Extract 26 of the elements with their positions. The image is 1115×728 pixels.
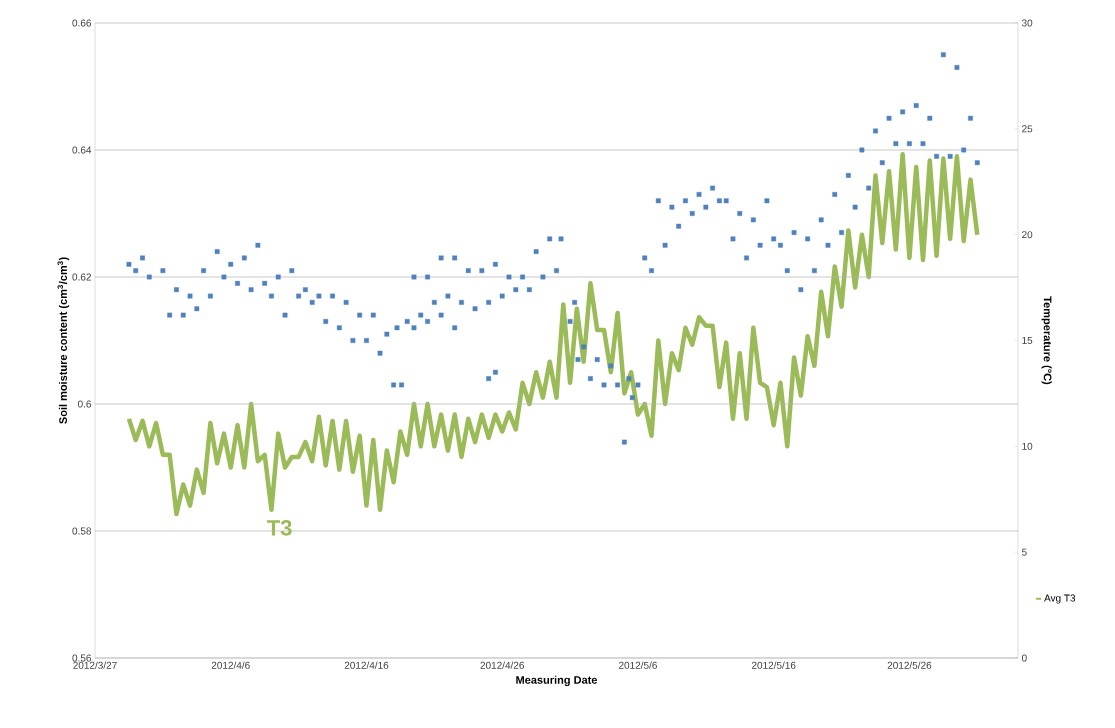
y2-axis-title: Temperature (°C) (1041, 296, 1052, 385)
y2-tick-label: 10 (1022, 442, 1033, 450)
y-tick-label: 0.64 (72, 146, 92, 154)
y2-tick-label: 0 (1021, 654, 1027, 662)
x-tick-label: 2012/4/6 (211, 661, 250, 669)
y2-tick-label: 20 (1022, 231, 1033, 239)
line-series (126, 151, 980, 517)
x-axis-title: Measuring Date (516, 675, 598, 687)
x-tick-label: 2012/5/6 (618, 661, 657, 669)
legend-label: Avg T3 (1044, 594, 1076, 604)
x-tick-label: 2012/4/16 (344, 661, 389, 669)
y-tick-label: 0.56 (72, 654, 92, 662)
x-tick-label: 2012/4/26 (480, 661, 525, 669)
x-tick-label: 2012/5/26 (887, 661, 932, 669)
y2-tick-label: 5 (1021, 548, 1027, 556)
x-tick-label: 2012/3/27 (73, 661, 117, 669)
x-tick-label: 2012/5/16 (751, 661, 796, 669)
y-tick-label: 0.58 (72, 527, 92, 535)
y-tick-label: 0.62 (72, 273, 91, 281)
y-tick-label: 0.6 (77, 400, 92, 408)
y2-tick-label: 15 (1022, 337, 1033, 344)
y2-tick-label: 30 (1021, 19, 1033, 27)
y-axis-title: Soil moisture content (cm$^{3}$/cm$^{3}$) (57, 257, 70, 424)
y2-tick-label: 25 (1022, 125, 1033, 133)
annotation: T3 (267, 520, 292, 536)
y-tick-label: 0.66 (72, 19, 92, 27)
